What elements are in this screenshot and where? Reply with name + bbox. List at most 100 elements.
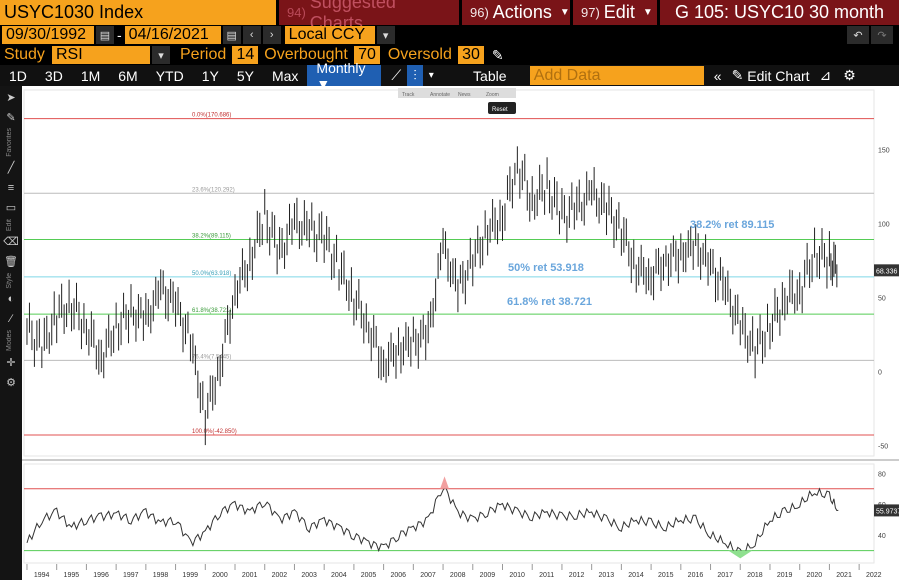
fib-tool-icon[interactable]: ≡ [7, 181, 15, 194]
collapse-icon[interactable]: « [713, 67, 722, 84]
window-title: G 105: USYC10 30 month [660, 0, 899, 25]
annotate-tool-3: Zoom [486, 92, 499, 98]
x-tick-22: 2016 [688, 572, 704, 579]
date-row: 09/30/1992 ▤ - 04/16/2021 ▤ ‹ › Local CC… [0, 25, 899, 45]
chart-area[interactable]: 0.0%(170.686) 23.6%(120.292) 38.2%(89.115)… [0, 86, 899, 580]
crosshair-icon[interactable]: ✛ [6, 356, 16, 369]
style-label: Style [6, 272, 13, 289]
settings-gear-icon[interactable]: ⚙ [843, 67, 856, 83]
x-tick-19: 2013 [599, 572, 615, 579]
add-data-placeholder: Add Data [533, 66, 601, 84]
rsi-last-label: 55.9737 [876, 508, 899, 515]
period-label: Period [180, 46, 227, 63]
oversold-value: 30 [462, 46, 480, 63]
x-tick-13: 2007 [420, 572, 436, 579]
frequency-select[interactable]: Monthly ▼ [307, 60, 382, 92]
start-date-text: 09/30/1992 [6, 26, 87, 43]
rect-tool-icon[interactable]: ▭ [5, 202, 17, 215]
x-tick-27: 2021 [836, 572, 852, 579]
overbought-field[interactable]: 70 [353, 46, 380, 64]
fib-label-6: 100.0%(-42.850) [192, 429, 237, 435]
window-title-text: G 105: USYC10 30 month [674, 2, 885, 22]
annotate-tool-0: Track [402, 92, 415, 98]
currency-select[interactable]: Local CCY [284, 26, 375, 44]
edit-button[interactable]: 97) Edit ▼ [573, 0, 657, 25]
chart-type-dropdown-icon[interactable]: ▾ [428, 70, 434, 81]
currency-text: Local CCY [288, 26, 366, 43]
favorites-label: Favorites [6, 128, 13, 157]
price-y-tick-3: 0 [878, 370, 882, 377]
range-ytd[interactable]: YTD [155, 67, 184, 84]
study-label: Study [4, 46, 45, 63]
prev-arrow-icon[interactable]: ‹ [242, 26, 261, 44]
style-icon[interactable]: ◐ [7, 293, 15, 306]
edit-num: 97) [581, 5, 600, 20]
range-max[interactable]: Max [271, 67, 299, 84]
actions-button[interactable]: 96) Actions ▼ [462, 0, 570, 25]
bar-chart-icon[interactable]: ⫶ [407, 65, 423, 86]
ticker-field[interactable]: USYC1030 Index [0, 0, 276, 25]
x-tick-17: 2011 [539, 572, 554, 579]
annotate-icon[interactable]: ⊿ [819, 67, 832, 83]
x-tick-9: 2003 [301, 572, 317, 579]
x-tick-24: 2018 [747, 572, 763, 579]
range-5y[interactable]: 5Y [236, 67, 254, 84]
range-1m[interactable]: 1M [80, 67, 101, 84]
add-data-input[interactable]: Add Data [529, 66, 704, 85]
suggested-num: 94) [287, 5, 306, 20]
edit-chart-button[interactable]: ✎ Edit Chart [728, 65, 814, 86]
trash-icon[interactable]: 🗑 [4, 256, 18, 269]
currency-dropdown-icon[interactable]: ▾ [376, 26, 395, 44]
study-select[interactable]: RSI [52, 46, 150, 64]
range-1d[interactable]: 1D [9, 67, 27, 84]
oversold-field[interactable]: 30 [457, 46, 484, 64]
x-tick-26: 2020 [807, 572, 823, 579]
table-button[interactable]: Table [473, 67, 507, 84]
start-date-field[interactable]: 09/30/1992 [2, 26, 94, 44]
end-date-text: 04/16/2021 [128, 26, 209, 43]
line-chart-icon[interactable]: ⟋ [391, 67, 402, 83]
edit-chart-pencil-icon: ✎ [731, 67, 744, 83]
price-last-label: 68.336 [876, 268, 898, 275]
next-arrow-icon[interactable]: › [262, 26, 281, 44]
x-tick-23: 2017 [717, 572, 733, 579]
pen-icon[interactable]: ✎ [6, 111, 16, 124]
rsi-line [26, 485, 839, 555]
start-calendar-icon[interactable]: ▤ [96, 26, 114, 44]
x-tick-1: 1995 [64, 572, 80, 579]
mode-gear-icon[interactable]: ⚙ [6, 376, 16, 389]
brush-icon[interactable]: ∕ [10, 313, 12, 326]
range-3d[interactable]: 3D [44, 67, 63, 84]
left-toolbar: ➤ ✎ Favorites ╱ ≡ ▭ Edit ⌫ 🗑 Style ◐ ∕ M… [0, 86, 22, 580]
suggested-charts-button[interactable]: 94) Suggested Charts [279, 0, 459, 33]
x-tick-0: 1994 [34, 572, 50, 579]
range-1y[interactable]: 1Y [201, 67, 219, 84]
price-y-tick-0: 150 [878, 147, 890, 154]
eraser-icon[interactable]: ⌫ [3, 236, 19, 249]
undo-icon[interactable]: ↶ [847, 26, 869, 44]
study-dropdown-icon[interactable]: ▾ [152, 46, 170, 64]
line-tool-icon[interactable]: ╱ [7, 162, 15, 175]
price-y-tick-2: 50 [878, 295, 886, 302]
oversold-label: Oversold [387, 46, 452, 63]
annotation-2: 61.8% ret 38.721 [507, 296, 592, 308]
price-y-tick-4: -50 [878, 444, 888, 451]
actions-num: 96) [470, 5, 489, 20]
rsi-y-tick-2: 40 [878, 533, 886, 540]
cursor-icon[interactable]: ➤ [6, 91, 16, 104]
x-tick-7: 2001 [242, 572, 258, 579]
range-6m[interactable]: 6M [118, 67, 138, 84]
x-tick-16: 2010 [509, 572, 525, 579]
annotate-toolbar [398, 88, 516, 98]
end-calendar-icon[interactable]: ▤ [222, 26, 241, 44]
x-tick-5: 1999 [182, 572, 198, 579]
edit-label-side: Edit [6, 218, 13, 231]
study-row: Study RSI ▾ Period 14 Overbought 70 Over… [0, 45, 899, 65]
period-value: 14 [236, 46, 255, 63]
end-date-field[interactable]: 04/16/2021 [124, 26, 221, 44]
modes-label: Modes [6, 330, 13, 352]
fib-label-0: 0.0%(170.686) [192, 113, 231, 119]
redo-icon[interactable]: ↷ [871, 26, 893, 44]
period-field[interactable]: 14 [232, 46, 259, 64]
pencil-icon[interactable]: ✎ [491, 46, 504, 63]
